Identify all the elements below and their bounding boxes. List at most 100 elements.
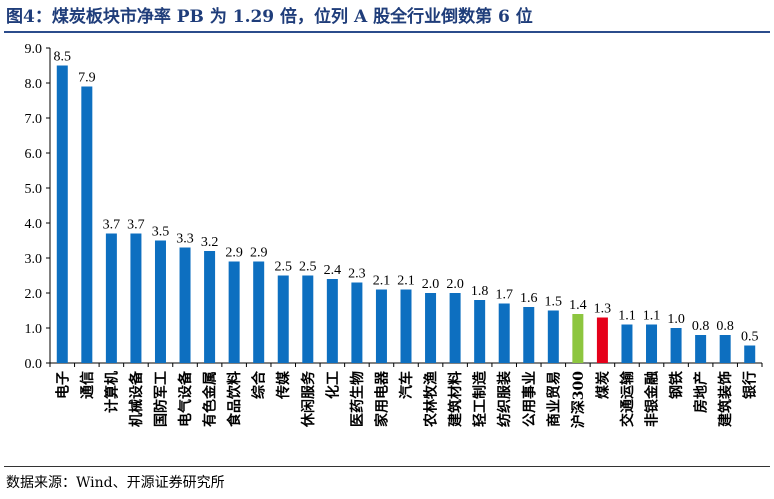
category-label: 煤炭 [594, 371, 611, 399]
bar [56, 65, 68, 363]
data-label: 1.4 [569, 298, 587, 313]
category-label: 机械设备 [128, 370, 145, 427]
data-label: 3.2 [201, 235, 219, 250]
data-label: 2.0 [446, 277, 464, 292]
data-label: 8.5 [54, 50, 72, 65]
data-label: 3.7 [127, 218, 145, 233]
category-label: 纺织服装 [496, 370, 513, 427]
bar [646, 324, 658, 363]
bar [375, 289, 387, 363]
y-tick-label: 8.0 [25, 77, 43, 92]
data-label: 3.5 [152, 225, 170, 240]
bar [154, 240, 166, 363]
bar [253, 261, 265, 363]
data-label: 2.0 [422, 277, 440, 292]
bar [695, 335, 707, 363]
bar [425, 293, 437, 363]
y-tick-label: 5.0 [25, 182, 43, 197]
bar [228, 261, 240, 363]
bar [572, 314, 584, 363]
bar [596, 317, 608, 363]
bar [105, 233, 117, 363]
bar [523, 307, 535, 363]
source-note: 数据来源：Wind、开源证券研究所 [6, 475, 225, 491]
y-tick-label: 3.0 [25, 252, 43, 267]
y-tick-label: 7.0 [25, 112, 43, 127]
bar [326, 279, 338, 363]
category-label: 沪深300 [570, 371, 587, 428]
data-label: 0.5 [741, 330, 759, 345]
data-label: 3.3 [176, 232, 194, 247]
data-label: 2.1 [373, 274, 391, 289]
data-label: 2.9 [225, 246, 243, 261]
category-label: 国防军工 [152, 371, 169, 427]
data-label: 1.5 [545, 295, 563, 310]
bar [474, 300, 486, 363]
category-label: 食品饮料 [226, 371, 243, 427]
category-label: 综合 [251, 370, 268, 399]
bar [277, 275, 289, 363]
data-label: 7.9 [78, 71, 96, 86]
title-divider [4, 31, 770, 33]
category-label: 公用事业 [521, 371, 538, 427]
category-label: 电气设备 [177, 370, 194, 427]
category-label: 化工 [324, 371, 341, 399]
data-label: 2.3 [348, 267, 366, 282]
bar [81, 86, 93, 363]
category-label: 传媒 [275, 370, 292, 400]
data-label: 1.7 [495, 288, 513, 303]
category-label: 交通运输 [619, 370, 636, 427]
category-label: 非银金融 [644, 371, 661, 427]
category-label: 计算机 [103, 371, 120, 413]
category-label: 建筑材料 [447, 371, 464, 427]
data-label: 2.5 [299, 260, 317, 275]
category-label: 有色金属 [202, 371, 219, 427]
bar [400, 289, 412, 363]
data-label: 0.8 [692, 319, 710, 334]
category-label: 医药生物 [349, 371, 366, 427]
bar [547, 310, 559, 363]
data-label: 1.1 [643, 309, 661, 324]
y-tick-label: 1.0 [25, 322, 43, 337]
bar [670, 328, 682, 363]
data-label: 1.3 [594, 302, 612, 317]
category-label: 银行 [742, 371, 759, 399]
bar [744, 345, 756, 363]
bar [498, 303, 510, 363]
category-label: 汽车 [398, 371, 415, 399]
bar [302, 275, 314, 363]
category-label: 房地产 [693, 371, 710, 413]
bar [179, 247, 191, 363]
data-label: 1.1 [618, 309, 636, 324]
category-label: 家用电器 [373, 370, 390, 427]
category-label: 农林牧渔 [423, 371, 440, 428]
bar-chart: 0.0 1.0 2.0 3.0 4.0 5.0 6.0 7.0 8.0 9.0 8.5 电子 7.9 通信… [25, 42, 763, 428]
data-label: 0.8 [716, 319, 734, 334]
data-label: 2.1 [397, 274, 415, 289]
bar [719, 335, 731, 363]
data-label: 1.6 [520, 291, 538, 306]
y-tick-label: 0.0 [25, 357, 43, 372]
y-tick-label: 2.0 [25, 287, 43, 302]
y-tick-label: 4.0 [25, 217, 43, 232]
y-tick-label: 9.0 [25, 42, 43, 57]
data-label: 1.0 [667, 312, 685, 327]
category-label: 商业贸易 [545, 371, 562, 427]
category-label: 通信 [79, 371, 96, 399]
category-label: 休闲服务 [300, 370, 317, 428]
y-tick-label: 6.0 [25, 147, 43, 162]
bar [351, 282, 363, 363]
chart-title: 图4：煤炭板块市净率 PB 为 1.29 倍，位列 A 股全行业倒数第 6 位 [6, 7, 533, 27]
data-label: 2.4 [324, 263, 342, 278]
data-label: 1.8 [471, 284, 489, 299]
data-label: 2.9 [250, 246, 268, 261]
category-label: 轻工制造 [472, 371, 489, 427]
bar [449, 293, 461, 363]
category-label: 钢铁 [668, 371, 685, 399]
data-label: 2.5 [274, 260, 292, 275]
source-divider [4, 466, 770, 467]
bar [130, 233, 142, 363]
category-label: 电子 [54, 371, 71, 399]
category-label: 建筑装饰 [717, 371, 734, 427]
data-label: 3.7 [103, 218, 121, 233]
